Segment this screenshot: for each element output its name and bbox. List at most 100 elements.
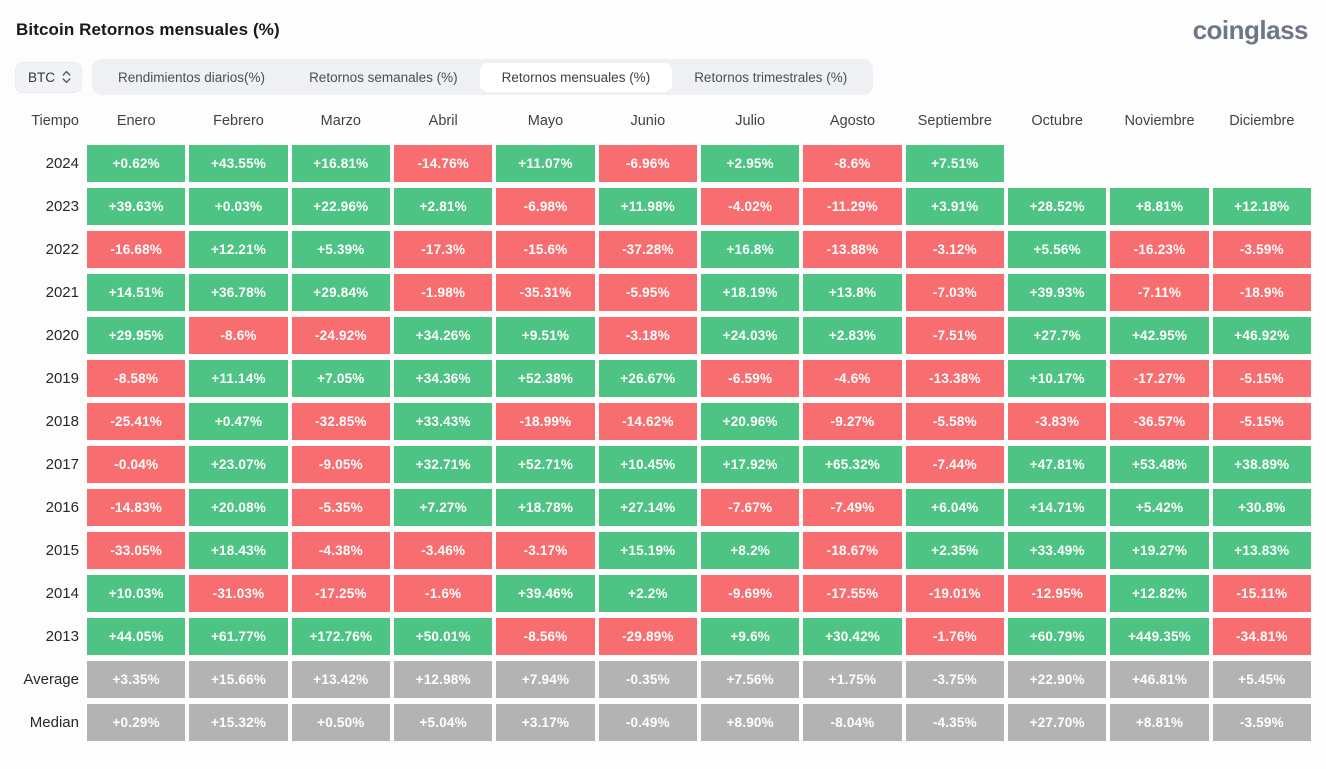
return-cell: +449.35%	[1110, 618, 1209, 655]
return-cell: +7.94%	[496, 661, 595, 698]
return-cell: -36.57%	[1110, 403, 1209, 440]
return-cell: +33.49%	[1008, 532, 1107, 569]
return-cell: +32.71%	[394, 446, 493, 483]
row-label-2014: 2014	[45, 585, 79, 602]
page-title: Bitcoin Retornos mensuales (%)	[16, 20, 280, 39]
return-cell: +19.27%	[1110, 532, 1209, 569]
return-cell: -8.58%	[87, 360, 186, 397]
column-header-month: Febrero	[213, 113, 264, 129]
return-cell: +65.32%	[803, 446, 902, 483]
return-cell: -1.76%	[905, 618, 1004, 655]
tab-2-active[interactable]: Retornos mensuales (%)	[479, 62, 673, 92]
return-cell: -33.05%	[87, 532, 186, 569]
row-label-2016: 2016	[45, 499, 79, 516]
column-header-month: Septiembre	[917, 113, 992, 129]
return-cell: +5.42%	[1110, 489, 1209, 526]
row-label-average: Average	[23, 671, 79, 688]
return-cell: +47.81%	[1008, 446, 1107, 483]
return-cell: -3.18%	[598, 317, 697, 354]
row-label-2018: 2018	[45, 413, 79, 430]
return-cell: +13.83%	[1212, 532, 1311, 569]
return-cell: +7.56%	[701, 661, 800, 698]
return-cell: -37.28%	[598, 231, 697, 268]
return-cell: +30.8%	[1212, 489, 1311, 526]
return-cell: +0.47%	[189, 403, 288, 440]
coinglass-logo[interactable]: coinglass	[1192, 14, 1309, 45]
return-cell: +8.2%	[701, 532, 800, 569]
return-cell: +5.04%	[394, 704, 493, 741]
return-cell: +13.8%	[803, 274, 902, 311]
return-cell: +43.55%	[189, 145, 288, 182]
return-cell: +7.27%	[394, 489, 493, 526]
return-cell: -14.83%	[87, 489, 186, 526]
tab-3[interactable]: Retornos trimestrales (%)	[694, 69, 848, 85]
return-cell: +5.56%	[1008, 231, 1107, 268]
return-cell: -5.15%	[1212, 403, 1311, 440]
returns-table-wrap: Tiempo Enero Febrero Marzo Abril Mayo Junio Jul…	[0, 96, 1326, 741]
row-label-2017: 2017	[45, 456, 79, 473]
return-cell: -1.98%	[394, 274, 493, 311]
return-cell: -5.15%	[1212, 360, 1311, 397]
return-cell: -4.38%	[291, 532, 390, 569]
return-cell: +26.67%	[598, 360, 697, 397]
return-cell: -7.44%	[905, 446, 1004, 483]
return-cell: +12.18%	[1212, 188, 1311, 225]
return-cell: -35.31%	[496, 274, 595, 311]
return-cell: -24.92%	[291, 317, 390, 354]
return-cell: +1.75%	[803, 661, 902, 698]
return-cell: +7.05%	[291, 360, 390, 397]
return-cell: +5.45%	[1212, 661, 1311, 698]
return-cell: -8.6%	[189, 317, 288, 354]
return-cell: -3.12%	[905, 231, 1004, 268]
column-header-month: Marzo	[320, 113, 361, 129]
period-tab-group: Rendimientos diarios(%) Retornos semanale…	[92, 59, 874, 95]
tab-0[interactable]: Rendimientos diarios(%)	[118, 69, 266, 85]
column-header-month: Abril	[428, 113, 458, 129]
empty-cell	[1008, 145, 1106, 182]
return-cell: -7.51%	[905, 317, 1004, 354]
return-cell: +15.66%	[189, 661, 288, 698]
tab-1[interactable]: Retornos semanales (%)	[309, 69, 458, 85]
return-cell: +0.03%	[189, 188, 288, 225]
return-cell: +18.19%	[701, 274, 800, 311]
return-cell: -7.67%	[701, 489, 800, 526]
return-cell: +17.92%	[701, 446, 800, 483]
return-cell: +8.90%	[701, 704, 800, 741]
top-bar: Bitcoin Retornos mensuales (%) coinglass	[0, 0, 1326, 52]
return-cell: +12.21%	[189, 231, 288, 268]
return-cell: +0.50%	[291, 704, 390, 741]
return-cell: +16.81%	[291, 145, 390, 182]
row-label-median: Median	[29, 714, 79, 731]
column-header-month: Diciembre	[1229, 113, 1295, 129]
return-cell: -5.58%	[905, 403, 1004, 440]
row-label-2015: 2015	[45, 542, 79, 559]
return-cell: +39.93%	[1008, 274, 1107, 311]
return-cell: -17.55%	[803, 575, 902, 612]
return-cell: -12.95%	[1008, 575, 1107, 612]
row-label-2023: 2023	[45, 198, 79, 215]
return-cell: -17.27%	[1110, 360, 1209, 397]
return-cell: -15.6%	[496, 231, 595, 268]
return-cell: -8.04%	[803, 704, 902, 741]
return-cell: -7.49%	[803, 489, 902, 526]
return-cell: -4.35%	[905, 704, 1004, 741]
return-cell: -3.83%	[1008, 403, 1107, 440]
row-label-2013: 2013	[45, 628, 79, 645]
empty-cell	[1213, 145, 1311, 182]
return-cell: -0.49%	[598, 704, 697, 741]
return-cell: +18.43%	[189, 532, 288, 569]
column-header-time: Tiempo	[31, 113, 79, 129]
return-cell: -18.67%	[803, 532, 902, 569]
empty-cell	[1110, 145, 1208, 182]
return-cell: +52.71%	[496, 446, 595, 483]
return-cell: +22.90%	[1008, 661, 1107, 698]
return-cell: -5.95%	[598, 274, 697, 311]
column-header-month: Noviembre	[1124, 113, 1195, 129]
return-cell: +27.14%	[598, 489, 697, 526]
return-cell: +36.78%	[189, 274, 288, 311]
symbol-select[interactable]: BTC	[15, 61, 82, 93]
return-cell: +20.08%	[189, 489, 288, 526]
return-cell: +2.81%	[394, 188, 493, 225]
return-cell: +14.51%	[87, 274, 186, 311]
return-cell: +2.35%	[905, 532, 1004, 569]
